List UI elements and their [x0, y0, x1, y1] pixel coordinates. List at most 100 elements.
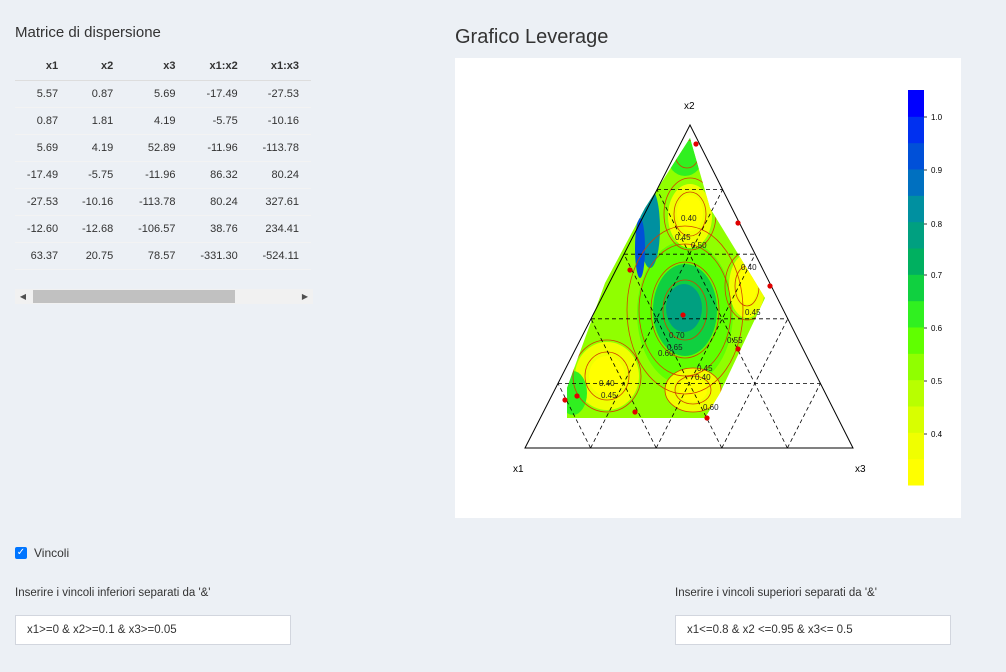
- colorbar-tick-label: 0.6: [931, 324, 943, 333]
- colorbar-segment: [908, 432, 924, 460]
- contour-label: 0.60: [658, 349, 674, 358]
- table-header: x1 x2 x3 x1:x2 x1:x3: [15, 52, 311, 81]
- contour-label: 0.45: [675, 233, 691, 242]
- contour-label: 0.40: [599, 379, 615, 388]
- table-row: -12.60 -12.68 -106.57 38.76 234.41: [15, 215, 311, 243]
- lower-constraints-input[interactable]: x1>=0 & x2>=0.1 & x3>=0.05: [15, 615, 291, 645]
- colorbar-segment: [908, 195, 924, 223]
- grid-line: [623, 254, 723, 449]
- header-row: x1 x2 x3 x1:x2 x1:x3: [15, 52, 311, 81]
- table-cell: 5.69: [15, 134, 71, 162]
- field-blob: [677, 195, 703, 231]
- contour-label: 0.55: [727, 336, 743, 345]
- table-cell: -17.49: [187, 80, 250, 108]
- table-row: 0.87 1.81 4.19 -5.75 -10.16: [15, 107, 311, 135]
- grid-line: [787, 383, 821, 449]
- field-blob: [666, 284, 702, 332]
- dispersion-matrix-container: x1 x2 x3 x1:x2 x1:x3 5.57 0.87 5.69 -17.49-…: [15, 52, 311, 270]
- colorbar-segment: [908, 327, 924, 354]
- table-cell: 38.76: [187, 215, 250, 243]
- table-row: -27.53 -10.16 -113.78 80.24 327.61: [15, 188, 311, 216]
- contour-label: 0.70: [669, 331, 685, 340]
- table-cell: 63.37: [15, 242, 71, 270]
- contour-line: [626, 225, 744, 395]
- table-cell: 1.81: [70, 107, 126, 135]
- colorbar-segment: [908, 248, 924, 275]
- design-points: [562, 141, 773, 421]
- contour-label: 0.65: [667, 343, 683, 352]
- colorbar-segment: [908, 379, 924, 407]
- table-cell: 80.24: [249, 161, 311, 189]
- upper-constraints-input[interactable]: x1<=0.8 & x2 <=0.95 & x3<= 0.5: [675, 615, 951, 645]
- grid-line: [721, 318, 789, 449]
- scrollbar-thumb[interactable]: [33, 290, 235, 303]
- contour-line: [664, 367, 722, 413]
- table-row: -17.49 -5.75 -11.96 86.32 80.24: [15, 161, 311, 189]
- vertex-label-x2: x2: [684, 101, 695, 112]
- table-cell: -10.16: [249, 107, 311, 135]
- table-horizontal-scrollbar[interactable]: ◀ ▶: [15, 289, 313, 304]
- table-cell: -12.68: [70, 215, 126, 243]
- vertex-label-x3: x3: [855, 464, 866, 475]
- design-point: [680, 312, 686, 318]
- colorbar-segment: [908, 458, 924, 486]
- constraints-checkbox[interactable]: ✓: [15, 547, 27, 559]
- design-point: [704, 415, 710, 421]
- colorbar-tick-label: 0.5: [931, 377, 943, 386]
- plot-title: Grafico Leverage: [455, 26, 609, 48]
- grid-line: [590, 318, 657, 449]
- contour-label: 0.50: [691, 241, 707, 250]
- lower-constraints-label: Inserire i vincoli inferiori separati da…: [15, 587, 211, 599]
- scroll-right-arrow-icon[interactable]: ▶: [301, 292, 309, 301]
- contour-label: 0.45: [745, 308, 761, 317]
- grid-line: [656, 189, 788, 449]
- table-cell: 20.75: [70, 242, 126, 270]
- table-cell: -113.78: [125, 188, 188, 216]
- colorbar-segment: [908, 300, 924, 328]
- design-point: [627, 267, 633, 273]
- contour-line: [584, 351, 630, 401]
- colorbar-tick-label: 1.0: [931, 113, 943, 122]
- column-header-x1: x1: [15, 52, 71, 81]
- table-row: 5.69 4.19 52.89 -11.96 -113.78: [15, 134, 311, 162]
- table-cell: 5.69: [125, 80, 188, 108]
- dispersion-matrix-table: x1 x2 x3 x1:x2 x1:x3 5.57 0.87 5.69 -17.49-…: [15, 52, 311, 270]
- table-cell: -5.75: [187, 107, 250, 135]
- colorbar-segment: [908, 90, 924, 117]
- table-cell: 5.57: [15, 80, 71, 108]
- table-cell: 4.19: [125, 107, 188, 135]
- field-blob: [567, 371, 587, 415]
- field-blob: [635, 218, 645, 278]
- table-cell: -17.49: [15, 161, 71, 189]
- constraints-checkbox-label: Vincoli: [34, 546, 70, 560]
- table-cell: 4.19: [70, 134, 126, 162]
- contour-line: [662, 279, 708, 341]
- column-header-x2: x2: [70, 52, 126, 81]
- contour-label: 0.40: [681, 214, 697, 223]
- table-row: 63.37 20.75 78.57 -331.30 -524.11: [15, 242, 311, 270]
- design-point: [735, 220, 741, 226]
- table-cell: 80.24: [187, 188, 250, 216]
- colorbar-tick-label: 0.8: [931, 220, 943, 229]
- design-point: [693, 141, 699, 147]
- contour-labels: 0.400.450.500.400.450.700.650.600.450.40…: [599, 214, 761, 412]
- grid-line: [557, 383, 591, 449]
- scroll-left-arrow-icon[interactable]: ◀: [19, 292, 27, 301]
- leverage-ternary-plot: 0.400.450.500.400.450.700.650.600.450.40…: [513, 90, 943, 486]
- upper-constraints-label: Inserire i vincoli superiori separati da…: [675, 587, 877, 599]
- colorbar-segment: [908, 169, 924, 196]
- table-cell: -524.11: [249, 242, 311, 270]
- design-point: [632, 409, 638, 415]
- table-body: 5.57 0.87 5.69 -17.49 -27.53 0.87 1.81 4.19 -5.7…: [15, 80, 311, 270]
- design-point: [767, 283, 773, 289]
- colorbar-segment: [908, 221, 924, 249]
- table-cell: -27.53: [249, 80, 311, 108]
- colorbar-tick-label: 0.9: [931, 166, 943, 175]
- color-scale-legend: 1.0 0.9 0.8 0.7 0.6 0.5 0.4: [908, 90, 943, 486]
- colorbar-segment: [908, 406, 924, 433]
- column-header-x1x3: x1:x3: [249, 52, 311, 81]
- constraints-checkbox-row[interactable]: ✓ Vincoli: [15, 546, 69, 560]
- field-blob: [737, 268, 757, 304]
- grid-line: [590, 189, 723, 449]
- colorbar-segment: [908, 116, 924, 144]
